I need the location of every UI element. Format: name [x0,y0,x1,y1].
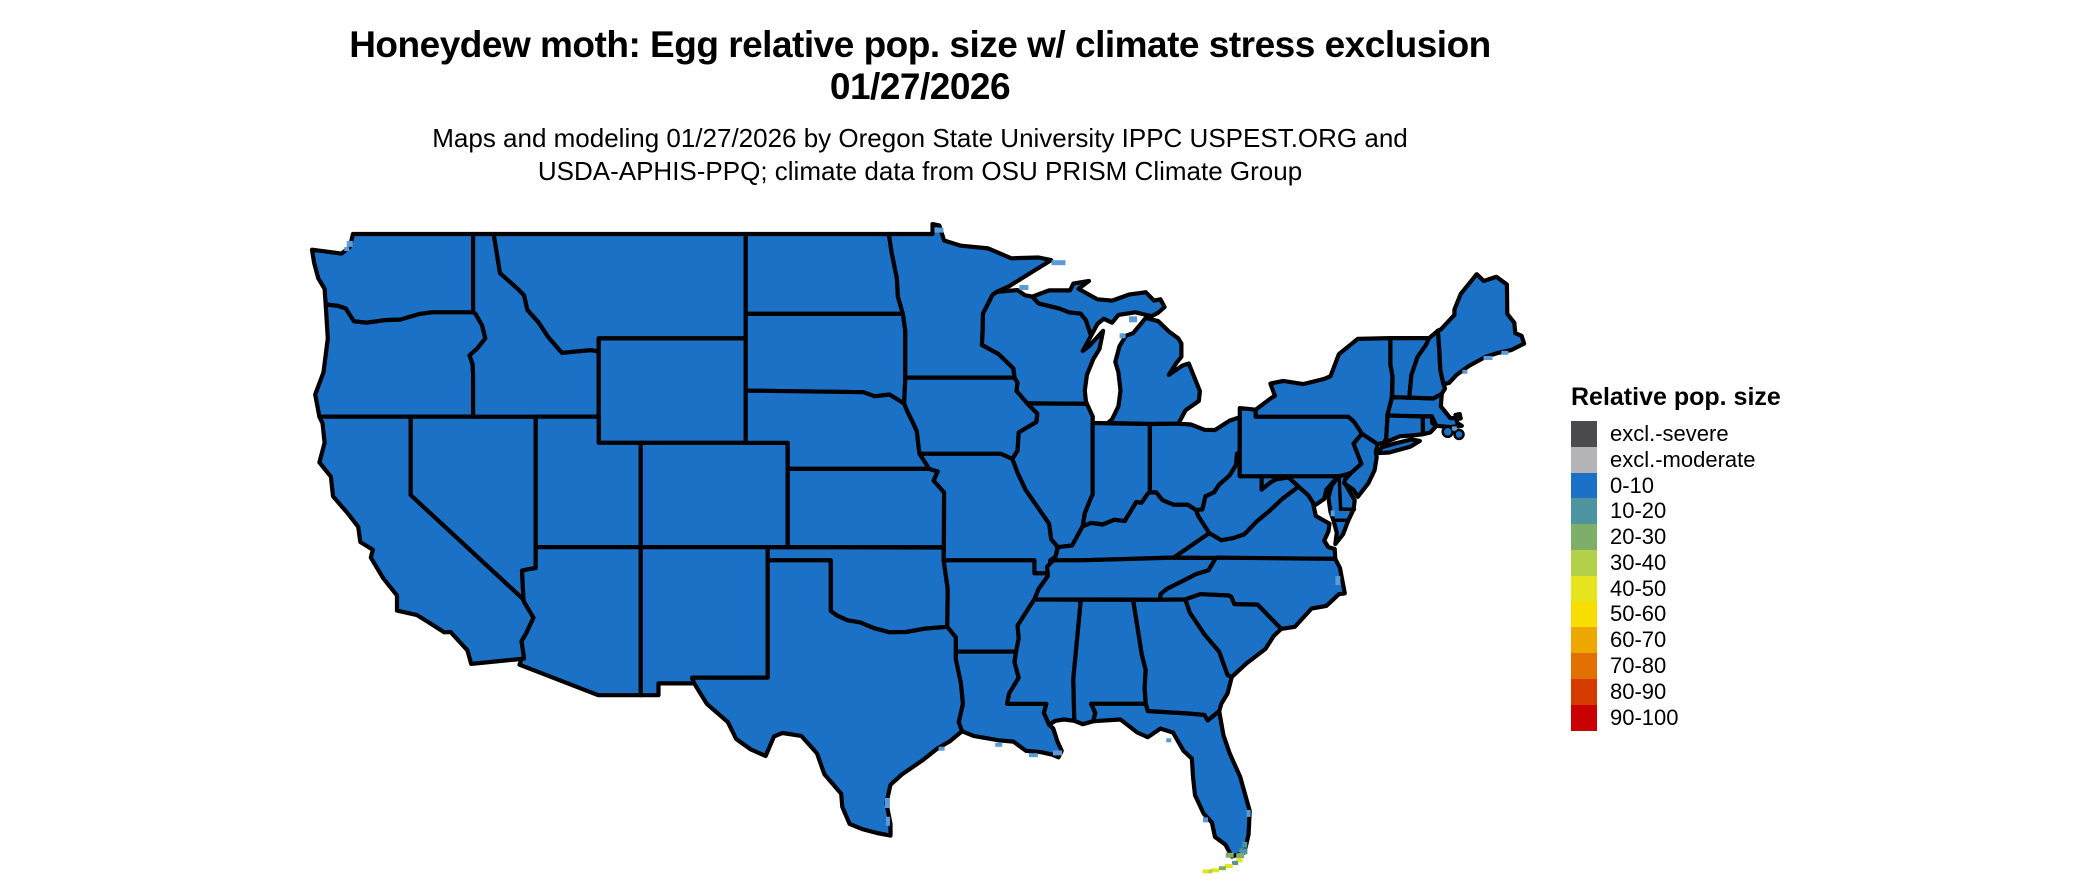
state-nm [638,545,770,698]
state-tx [690,558,966,838]
state-mu [1030,278,1167,338]
legend-item: excl.-moderate [1571,447,1781,473]
state-sc [1183,592,1284,679]
legend-item-label: 20-30 [1610,524,1667,550]
legend-item: 60-70 [1571,627,1781,654]
legend-item-label: excl.-severe [1610,420,1729,446]
pop-size-cell-40-50 [1202,869,1209,874]
legend-item: 20-30 [1571,524,1781,550]
state-az [517,545,643,698]
legend-item: 0-10 [1571,473,1781,499]
legend-item-label: 80-90 [1610,678,1667,704]
legend: Relative pop. size excl.-severe excl.-mod… [1571,383,1781,731]
legend-swatch [1571,549,1597,576]
pop-size-cell-10-20 [1242,841,1248,848]
coastal-cell [1019,285,1029,290]
coastal-cell [1119,333,1126,339]
coastal-cell [934,227,944,233]
state-fl [1089,701,1252,859]
legend-item: 50-60 [1571,601,1781,628]
legend-swatch [1571,653,1597,679]
legend-item: 40-50 [1571,576,1781,602]
legend-item-label: 10-20 [1610,498,1667,524]
coastal-cell [938,746,945,751]
figure-subtitle-line1: Maps and modeling 01/27/2026 by Oregon S… [432,123,1408,153]
figure-title-line1: Honeydew moth: Egg relative pop. size w/… [349,24,1491,65]
legend-swatch [1571,524,1597,550]
legend-item: 70-80 [1571,653,1781,679]
state-wy [596,336,748,445]
legend-swatch [1571,601,1597,628]
legend-swatch [1571,704,1597,731]
legend-item-label: 0-10 [1610,472,1655,498]
coastal-cell [1501,350,1509,355]
coastal-cell [1051,260,1066,266]
coastal-cell [886,816,890,826]
legend-item: 30-40 [1571,550,1781,576]
state-li [1374,437,1422,456]
legend-items: excl.-severe excl.-moderate 0-10 10-20 20-30… [1571,421,1781,731]
legend-item: 80-90 [1571,679,1781,705]
coastal-cell [1053,750,1062,756]
coastal-cell [995,742,1003,747]
coastal-cell [1483,356,1493,360]
pop-size-cell-10-20 [1232,861,1238,865]
legend-title: Relative pop. size [1571,383,1781,411]
legend-swatch [1571,678,1597,705]
coastal-cell [1028,753,1038,758]
legend-item-label: 40-50 [1610,575,1667,601]
state-co [638,440,790,550]
coastal-cell [1166,738,1172,743]
state-me [1435,272,1527,387]
legend-item-label: excl.-moderate [1610,446,1756,472]
coastal-cell [1462,369,1468,374]
legend-swatch [1571,446,1597,473]
legend-item: 90-100 [1571,705,1781,731]
legend-swatch [1571,472,1597,499]
coastal-cell [1246,809,1251,817]
pop-size-cell-10-20 [1239,848,1248,855]
figure-title-date: 01/27/2026 [829,66,1011,107]
figure-header: Honeydew moth: Egg relative pop. size w/… [0,24,1840,188]
legend-item-label: 70-80 [1610,653,1667,679]
island [1441,425,1454,439]
state-border-line [1337,474,1343,511]
coastal-cell [1335,576,1341,586]
state-or [313,302,488,419]
island [1453,428,1465,441]
coastal-cell [1451,426,1457,431]
pop-size-cell-30-40 [1207,869,1213,874]
legend-swatch [1571,498,1597,525]
legend-item-label: 50-60 [1610,601,1667,627]
coastal-cell [344,247,350,252]
pop-size-cell-40-50 [1211,868,1219,873]
legend-item-label: 90-100 [1610,704,1679,730]
pop-size-cell-20-30 [1236,853,1245,859]
legend-item-label: 60-70 [1610,627,1667,653]
pop-size-cell-20-30 [1218,866,1226,871]
legend-swatch [1571,627,1597,654]
legend-item: 10-20 [1571,498,1781,525]
coastal-cell [1330,510,1335,517]
state-nd [743,231,905,316]
coastal-cell [346,240,353,247]
state-ks [785,466,947,550]
pop-size-cell-40-50 [1224,864,1233,869]
state-mi [1105,315,1202,427]
coastal-cell [1203,817,1208,823]
coastal-cell [884,798,890,808]
legend-item-label: 30-40 [1610,549,1667,575]
figure-subtitle-line2: USDA-APHIS-PPQ; climate data from OSU PR… [537,156,1303,186]
legend-swatch [1571,575,1597,602]
coastal-cell [1129,316,1138,323]
figure-subtitle: Maps and modeling 01/27/2026 by Oregon S… [0,122,1840,188]
legend-swatch [1571,421,1597,447]
pop-size-cell-20-30 [1225,852,1234,858]
legend-item: excl.-severe [1571,421,1781,447]
pop-size-cell-40-50 [1235,858,1243,863]
